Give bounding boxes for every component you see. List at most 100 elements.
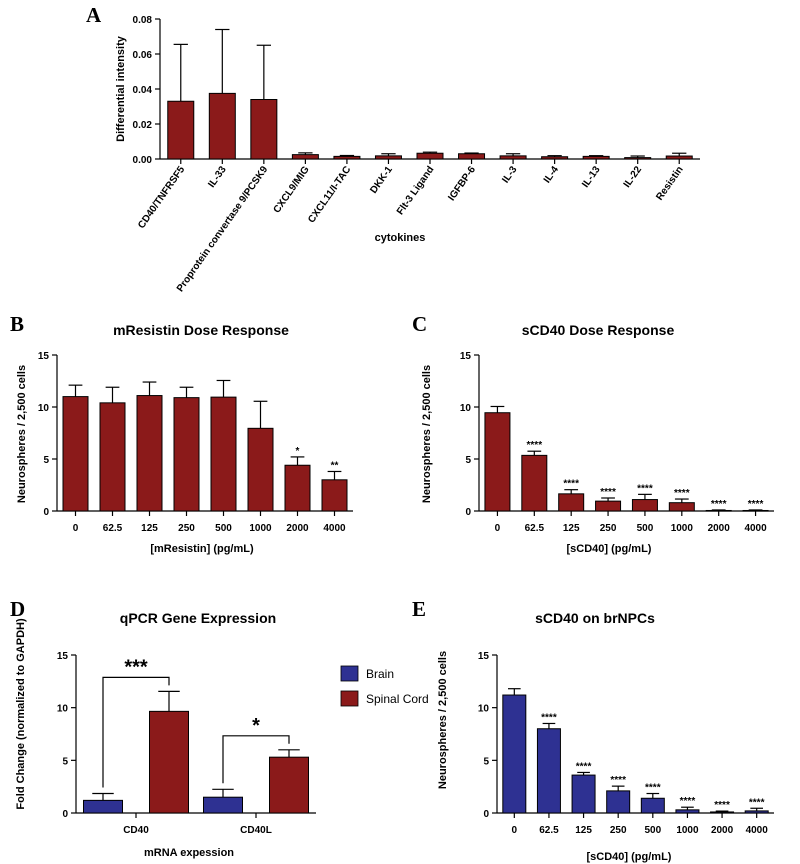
chart-a-xlabel: cytokines bbox=[375, 232, 426, 244]
chart-c-xlabel: [sCD40] (pg/mL) bbox=[567, 543, 652, 555]
chart-e-xtick-label: 125 bbox=[575, 825, 592, 836]
chart-b-xtick-label: 500 bbox=[215, 523, 232, 534]
chart-c-bar bbox=[521, 454, 548, 512]
chart-a-ytick-label: 0.00 bbox=[133, 155, 153, 166]
chart-d-significance-bracket bbox=[222, 735, 290, 784]
chart-e-bar bbox=[502, 694, 527, 814]
chart-b-title: mResistin Dose Response bbox=[113, 322, 289, 338]
chart-e-ytick-label: 15 bbox=[478, 651, 490, 662]
chart-b-bar bbox=[247, 427, 274, 512]
chart-d-ylabel: Fold Change (normalized to GAPDH) bbox=[15, 618, 27, 810]
chart-b-xtick-label: 1000 bbox=[249, 523, 272, 534]
chart-b-significance-label: * bbox=[296, 446, 300, 457]
chart-e-ytick-label: 0 bbox=[483, 809, 489, 820]
chart-b-bar bbox=[210, 396, 237, 512]
chart-a-bar bbox=[167, 100, 195, 160]
legend-label-brain: Brain bbox=[366, 667, 394, 681]
chart-c-xtick-label: 250 bbox=[600, 523, 617, 534]
chart-b-xtick-label: 62.5 bbox=[103, 523, 123, 534]
chart-a-bar bbox=[541, 156, 569, 160]
chart-a-xtick-label: IL-3 bbox=[500, 164, 519, 185]
chart-e-title: sCD40 on brNPCs bbox=[535, 610, 655, 626]
chart-a-xtick-label: IL-13 bbox=[580, 164, 603, 190]
chart-c-bar bbox=[668, 502, 695, 512]
chart-e-bar bbox=[744, 810, 769, 814]
chart-d-bar-brain bbox=[203, 796, 243, 814]
legend-swatch-spinal-cord bbox=[340, 690, 359, 707]
chart-c-ylabel: Neurospheres / 2,500 cells bbox=[421, 365, 433, 503]
chart-a-xtick-label: DKK-1 bbox=[368, 164, 395, 196]
chart-c-significance-label: **** bbox=[748, 499, 764, 510]
chart-a-ytick-label: 0.04 bbox=[133, 85, 153, 96]
chart-d-significance-bracket bbox=[102, 676, 170, 788]
chart-a-xtick-label: CXCL11/I-TAC bbox=[306, 164, 353, 225]
chart-d-ytick-label: 10 bbox=[57, 704, 69, 715]
panel-letter-c: C bbox=[412, 312, 427, 336]
chart-c-bar bbox=[742, 509, 769, 512]
chart-d-significance-label: *** bbox=[124, 656, 148, 678]
chart-e-bar bbox=[675, 809, 700, 814]
chart-a-xtick-label: CXCL9/MIG bbox=[272, 164, 312, 215]
chart-b-bar bbox=[321, 479, 348, 512]
chart-a-ytick-label: 0.02 bbox=[133, 120, 153, 131]
chart-c-ytick-label: 10 bbox=[460, 403, 472, 414]
chart-a-ytick-label: 0.06 bbox=[133, 50, 153, 61]
chart-b-xtick-label: 0 bbox=[73, 523, 79, 534]
chart-e-xtick-label: 1000 bbox=[676, 825, 699, 836]
chart-e-significance-label: **** bbox=[541, 712, 557, 723]
chart-a-bar bbox=[291, 154, 319, 160]
chart-e-xtick-label: 500 bbox=[644, 825, 661, 836]
chart-b-xtick-label: 125 bbox=[141, 523, 158, 534]
chart-b-ytick-label: 15 bbox=[38, 351, 50, 362]
chart-b-bar bbox=[99, 402, 126, 512]
chart-c-ytick-label: 15 bbox=[460, 351, 472, 362]
chart-d-xlabel: mRNA expession bbox=[144, 847, 234, 859]
chart-c-title: sCD40 Dose Response bbox=[522, 322, 675, 338]
chart-e-xtick-label: 250 bbox=[610, 825, 627, 836]
chart-e-xtick-label: 4000 bbox=[746, 825, 769, 836]
chart-d-title: qPCR Gene Expression bbox=[120, 610, 276, 626]
chart-e-significance-label: **** bbox=[714, 800, 730, 811]
chart-a-bar bbox=[333, 155, 361, 160]
chart-c-bar bbox=[705, 509, 732, 512]
chart-b-ytick-label: 0 bbox=[43, 507, 49, 518]
chart-a-bar bbox=[582, 155, 610, 160]
chart-a-xtick-label: Flt-3 Ligand bbox=[395, 164, 437, 217]
chart-e-bar bbox=[710, 811, 735, 814]
chart-e-significance-label: **** bbox=[610, 775, 626, 786]
chart-a-xtick-label: IGFBP-6 bbox=[446, 164, 478, 203]
chart-b-significance-label: ** bbox=[331, 460, 339, 471]
chart-a-ylabel: Differential intensity bbox=[115, 35, 127, 142]
chart-a-bar bbox=[665, 155, 693, 160]
panel-letter-e: E bbox=[412, 597, 426, 621]
chart-a-xtick-label: IL-4 bbox=[542, 164, 561, 185]
chart-c-xtick-label: 62.5 bbox=[525, 523, 545, 534]
chart-a-bar bbox=[458, 153, 486, 160]
chart-d-xtick-label: CD40 bbox=[123, 825, 149, 836]
chart-b-xlabel: [mResistin] (pg/mL) bbox=[150, 543, 254, 555]
chart-a-xtick-label: IL-22 bbox=[622, 164, 645, 190]
chart-e-significance-label: **** bbox=[645, 783, 661, 794]
chart-e-xlabel: [sCD40] (pg/mL) bbox=[587, 851, 672, 863]
chart-d-bar-spinal-cord bbox=[149, 710, 189, 814]
chart-a-xtick-label: Resistin bbox=[654, 164, 685, 202]
chart-c-bar bbox=[484, 412, 511, 512]
chart-d-significance-label: * bbox=[252, 715, 260, 737]
chart-e-bar bbox=[606, 790, 631, 814]
chart-c-xtick-label: 0 bbox=[495, 523, 501, 534]
legend-swatch-brain bbox=[340, 665, 359, 682]
chart-b-bar bbox=[62, 396, 89, 512]
chart-e-bar bbox=[571, 774, 596, 814]
chart-e-bar bbox=[640, 797, 665, 814]
chart-d-ytick-label: 15 bbox=[57, 651, 69, 662]
chart-d-bar-spinal-cord bbox=[269, 756, 309, 814]
chart-e-significance-label: **** bbox=[680, 796, 696, 807]
chart-a-xtick-label: IL-33 bbox=[206, 164, 229, 190]
chart-c-bar bbox=[631, 499, 658, 512]
chart-c-xtick-label: 125 bbox=[563, 523, 580, 534]
chart-c-xtick-label: 4000 bbox=[744, 523, 767, 534]
chart-e-xtick-label: 2000 bbox=[711, 825, 734, 836]
chart-c-bar bbox=[595, 500, 622, 512]
chart-a-bar bbox=[624, 157, 652, 160]
